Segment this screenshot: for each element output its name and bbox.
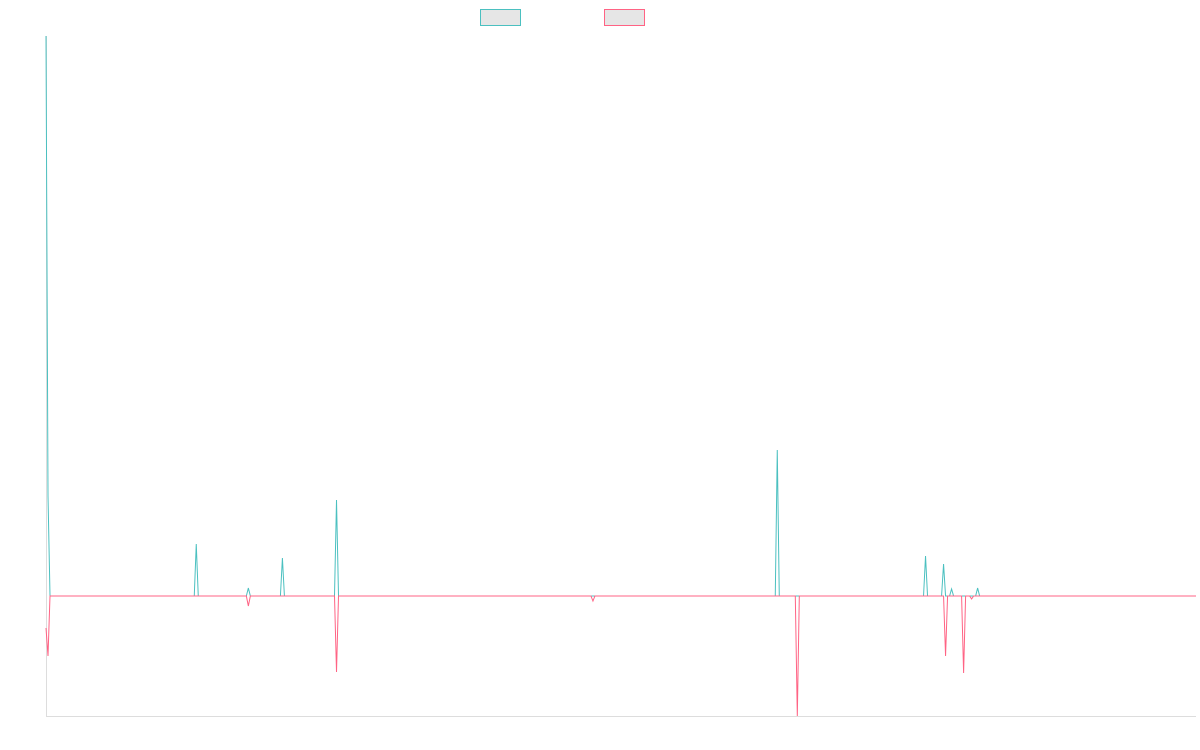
legend-swatch-series-1[interactable] bbox=[480, 9, 521, 26]
plot-area bbox=[45, 35, 1196, 717]
legend-swatch-series-2[interactable] bbox=[604, 9, 645, 26]
series-line-1 bbox=[45, 35, 1196, 597]
series-line-2 bbox=[45, 595, 1196, 717]
series-layer bbox=[45, 35, 1196, 717]
chart-legend bbox=[480, 9, 645, 26]
